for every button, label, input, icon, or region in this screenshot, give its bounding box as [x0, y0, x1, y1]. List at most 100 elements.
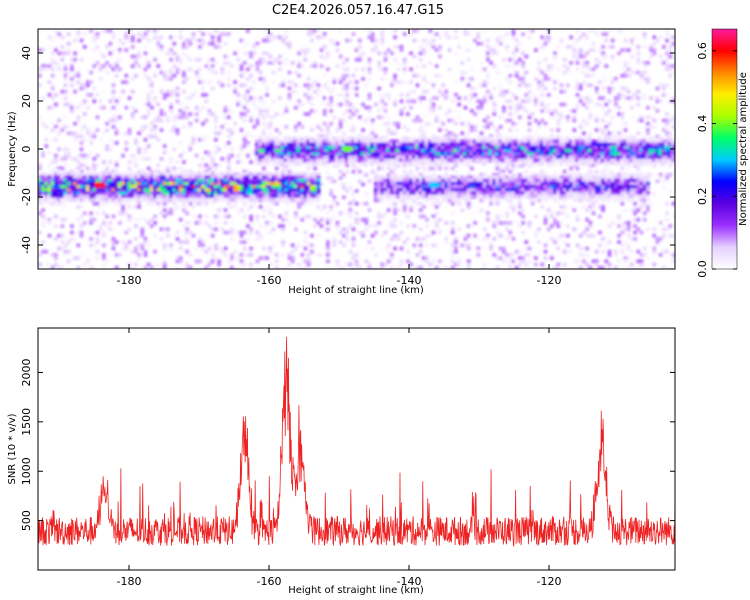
heat-cell: [95, 237, 100, 241]
heat-cell: [604, 166, 609, 171]
heat-cell: [367, 136, 371, 141]
heat-cell: [98, 188, 103, 193]
heat-cell: [296, 158, 301, 163]
heat-cell: [383, 109, 388, 113]
heat-cell: [460, 243, 465, 248]
heat-cell: [287, 86, 292, 91]
heat-cell: [111, 32, 116, 36]
heat-cell: [342, 233, 346, 238]
heat-cell: [460, 70, 465, 75]
heat-cell: [415, 118, 420, 123]
heat-cell: [582, 61, 586, 65]
heat-cell: [140, 249, 145, 254]
heat-cell: [341, 158, 346, 163]
heat-cell: [287, 152, 291, 157]
heat-cell: [54, 178, 58, 183]
heat-cell: [214, 137, 218, 142]
heat-cell: [182, 150, 186, 155]
heat-cell: [431, 149, 435, 153]
heat-cell: [482, 145, 487, 150]
heat-cell: [360, 155, 365, 160]
heat-cell: [495, 214, 500, 219]
heat-cell: [313, 166, 317, 171]
heat-cell: [201, 181, 206, 186]
heat-cell: [454, 96, 458, 100]
heat-cell: [54, 197, 58, 202]
heat-cell: [422, 41, 426, 46]
heat-cell: [418, 155, 423, 160]
heat-cell: [443, 142, 448, 147]
heat-cell: [418, 57, 423, 62]
heat-cell: [476, 109, 481, 113]
heat-cell: [377, 166, 381, 171]
heat-cell: [319, 54, 324, 59]
heat-cell: [274, 139, 279, 144]
heat-cell: [543, 265, 548, 269]
heat-cell: [95, 45, 100, 49]
heat-cell: [383, 142, 387, 147]
heat-cell: [153, 214, 157, 219]
heat-cell: [329, 192, 333, 196]
heat-cell: [278, 178, 282, 183]
heat-cell: [127, 160, 132, 164]
heat-cell: [41, 178, 46, 183]
heat-cell: [258, 61, 263, 65]
heat-cell: [143, 197, 148, 202]
heat-cell: [76, 205, 81, 209]
heat-cell: [194, 175, 199, 180]
heat-cell: [550, 67, 554, 72]
heat-cell: [331, 136, 336, 141]
heat-cell: [646, 128, 650, 132]
heat-cell: [338, 125, 343, 129]
heat-cell: [348, 201, 353, 206]
heat-cell: [447, 134, 452, 139]
heat-cell: [82, 194, 87, 199]
heat-cell: [191, 93, 196, 97]
heat-cell: [459, 149, 464, 153]
heat-cell: [527, 246, 532, 251]
heat-cell: [207, 185, 212, 189]
heat-cell: [204, 134, 209, 139]
heat-cell: [578, 83, 583, 88]
heat-cell: [258, 96, 263, 100]
heat-cell: [281, 240, 285, 244]
heat-cell: [376, 149, 381, 153]
heat-cell: [271, 175, 276, 180]
heat-cell: [265, 51, 269, 56]
heat-cell: [236, 93, 241, 97]
heat-cell: [604, 102, 609, 107]
heat-cell: [546, 109, 551, 113]
heat-cell: [523, 139, 528, 144]
heat-cell: [578, 51, 583, 56]
heat-cell: [178, 29, 183, 33]
heat-cell: [92, 64, 97, 68]
heat-cell: [582, 118, 586, 123]
heat-cell: [118, 48, 122, 52]
heat-cell: [47, 178, 52, 183]
heat-cell: [511, 163, 516, 168]
heat-cell: [76, 157, 81, 161]
heat-cell: [495, 265, 500, 269]
heat-cell: [427, 161, 432, 166]
heat-cell: [300, 188, 305, 193]
heat-cell: [258, 205, 263, 209]
heat-cell: [303, 240, 308, 244]
heat-cell: [63, 194, 68, 199]
heat-cell: [86, 191, 90, 196]
heat-cell: [137, 150, 141, 155]
heat-cell: [153, 29, 157, 33]
heat-cell: [246, 194, 250, 199]
heat-cell: [594, 262, 599, 267]
heat-cell: [201, 32, 205, 36]
heat-cell: [508, 105, 513, 110]
heat-cell: [204, 150, 209, 155]
heat-cell: [342, 61, 346, 65]
heat-cell: [601, 86, 605, 91]
heat-cell: [306, 112, 311, 116]
heat-cell: [315, 161, 320, 166]
heat-cell: [447, 155, 451, 160]
heat-cell: [530, 142, 535, 147]
heat-cell: [361, 230, 365, 235]
heat-cell: [297, 181, 302, 186]
heat-cell: [111, 201, 116, 206]
